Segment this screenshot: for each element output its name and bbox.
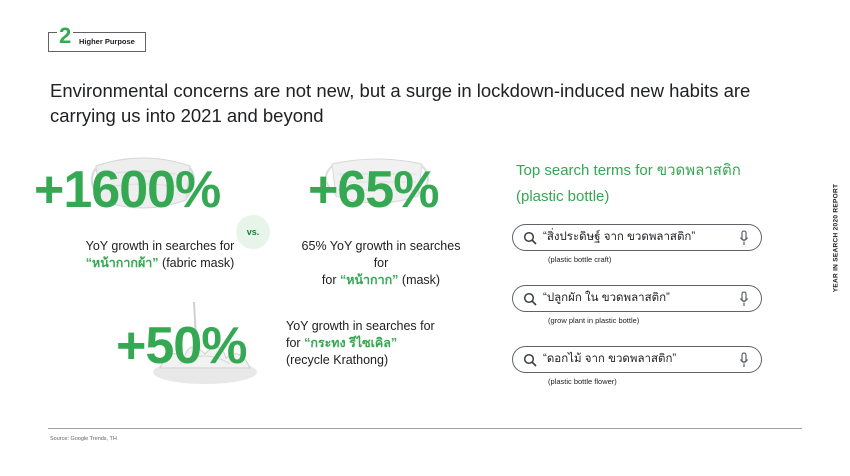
stat-description-suffix: (mask)	[401, 273, 441, 287]
stat-krathong-value: +50%	[116, 317, 247, 375]
search-caption: (plastic bottle craft)	[548, 255, 612, 264]
section-label: Higher Purpose	[79, 37, 135, 46]
search-bar: “ดอกไม้ จาก ขวดพลาสติก”	[512, 346, 762, 373]
stat-description-prefix: YoY growth in searches for	[85, 239, 235, 253]
microphone-icon	[739, 291, 749, 306]
search-query: “ปลูกผัก ใน ขวดพลาสติก”	[543, 292, 670, 304]
search-terms-title: Top search terms for ขวดพลาสติก (plastic…	[516, 162, 741, 205]
stat-mask-value: +65%	[308, 161, 439, 219]
stat-description-prefix: 65% YoY growth in searches for	[301, 239, 461, 270]
stat-search-term: “หน้ากากผ้า”	[85, 256, 159, 270]
search-bar: “สิ่งประดิษฐ์ จาก ขวดพลาสติก”	[512, 224, 762, 251]
search-bar: “ปลูกผัก ใน ขวดพลาสติก”	[512, 285, 762, 312]
stat-description-suffix: (fabric mask)	[162, 256, 235, 270]
surgical-mask-image	[325, 158, 429, 204]
search-query: “ดอกไม้ จาก ขวดพลาสติก”	[543, 353, 677, 365]
search-icon	[523, 353, 537, 367]
stat-description-prefix: YoY growth in searches for	[286, 319, 435, 333]
vs-badge: vs.	[236, 215, 270, 249]
search-caption: (plastic bottle flower)	[548, 377, 617, 386]
section-badge: 2 Higher Purpose	[48, 24, 146, 52]
stat-search-term: “หน้ากาก”	[339, 273, 399, 287]
page-headline: Environmental concerns are not new, but …	[50, 80, 751, 126]
stat-description-suffix: (recycle Krathong)	[286, 353, 389, 367]
stat-fabric-mask-description: YoY growth in searches for “หน้ากากผ้า” …	[60, 238, 260, 272]
section-number: 2	[57, 23, 74, 48]
source-note: Source: Google Trends, TH	[50, 436, 117, 442]
search-caption: (grow plant in plastic bottle)	[548, 316, 640, 325]
microphone-icon	[739, 230, 749, 245]
fabric-mask-image	[90, 157, 196, 209]
stat-search-term: “กระทง รีไซเคิล”	[304, 336, 398, 350]
krathong-image	[153, 301, 257, 384]
stat-krathong-description: YoY growth in searches for for “กระทง รี…	[286, 319, 435, 367]
side-report-text: YEAR IN SEARCH 2020 REPORT	[832, 183, 840, 293]
search-query: “สิ่งประดิษฐ์ จาก ขวดพลาสติก”	[543, 231, 696, 243]
search-icon	[523, 231, 537, 245]
stat-mask-description: 65% YoY growth in searches for for “หน้า…	[301, 239, 461, 287]
stat-fabric-mask-value: +1600%	[34, 161, 221, 219]
footer-divider	[48, 428, 802, 429]
microphone-icon	[739, 352, 749, 367]
search-icon	[523, 292, 537, 306]
